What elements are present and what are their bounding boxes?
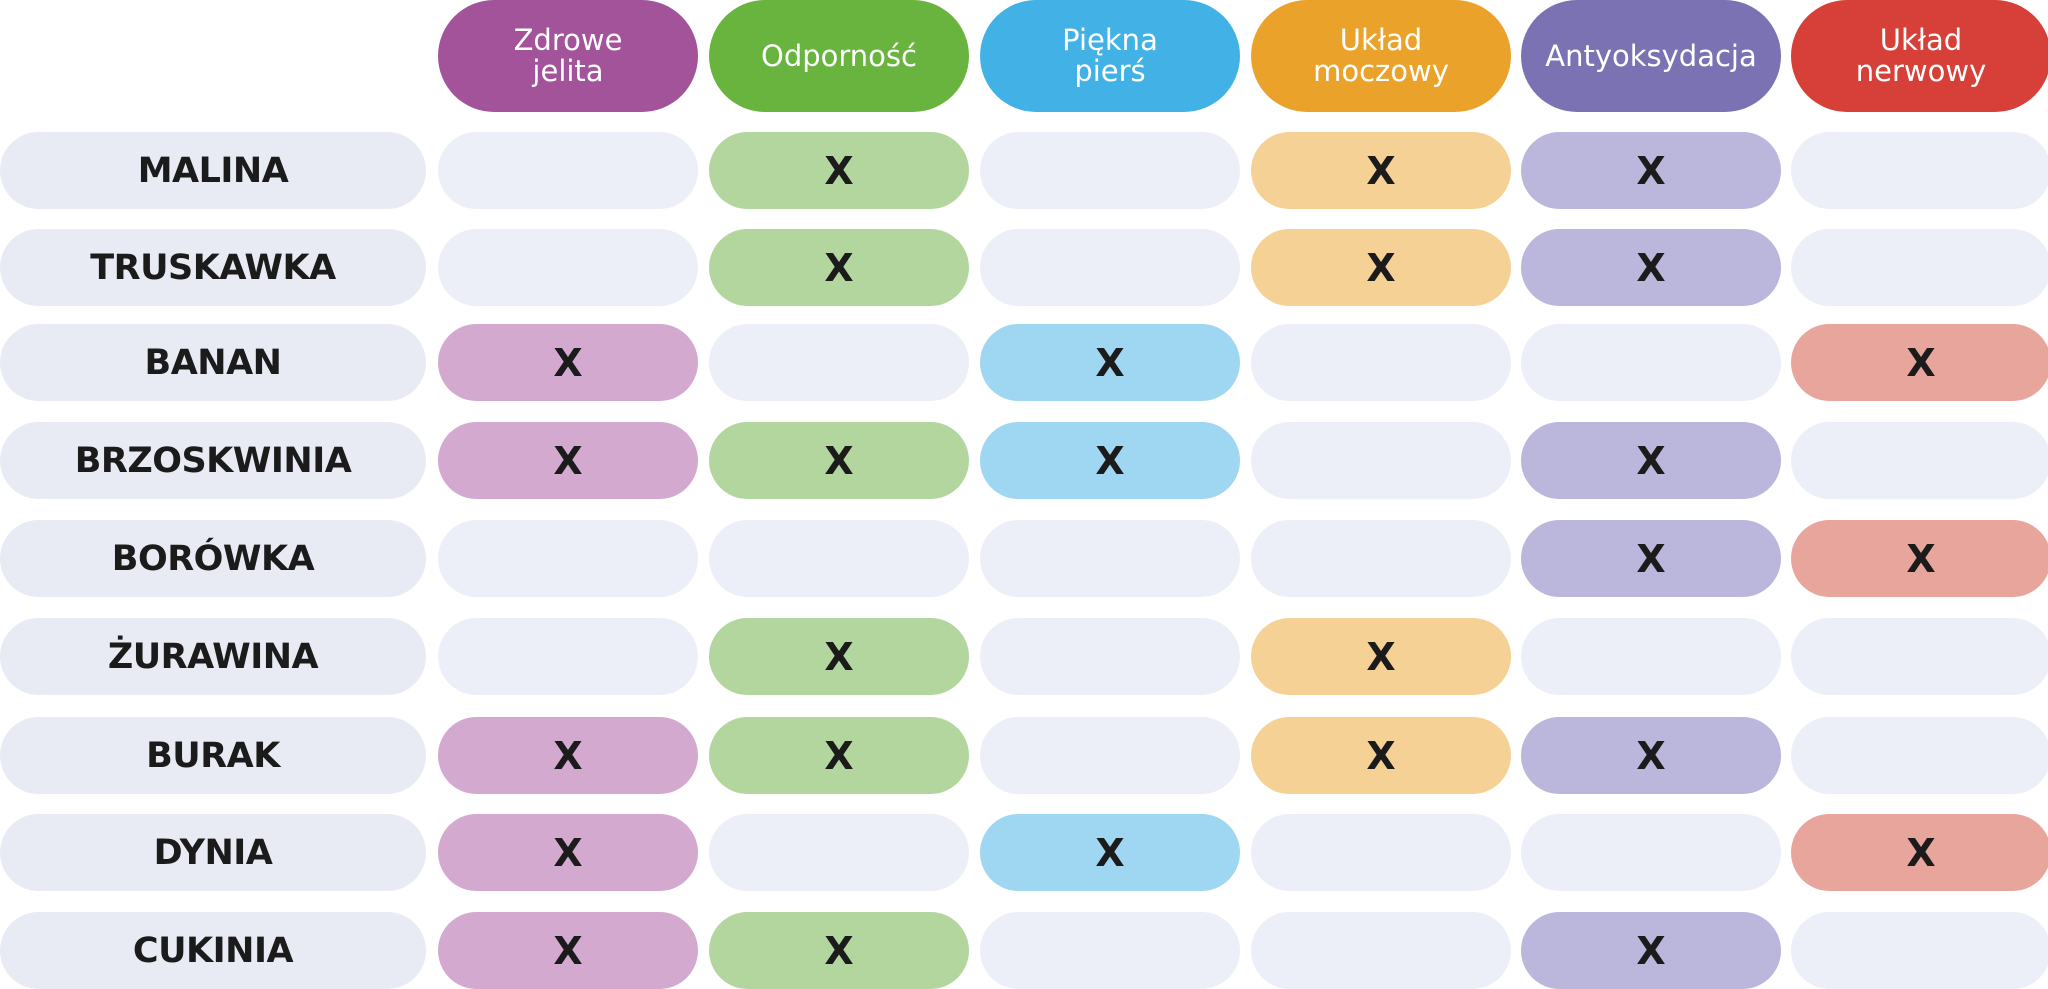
column-header-odpornosc: Odporność [709,0,969,112]
cell-marked: X [438,324,698,401]
cell-empty [1251,814,1511,891]
cell-empty [1791,717,2048,794]
cell-empty [980,717,1240,794]
cell-marked: X [438,814,698,891]
cell-marked: X [1251,717,1511,794]
cell-marked: X [1521,132,1781,209]
cell-empty [438,132,698,209]
cell-empty [1791,132,2048,209]
cell-empty [438,520,698,597]
row-label-malina: MALINA [0,132,426,209]
cell-marked: X [709,912,969,989]
row-label-brzoskwinia: BRZOSKWINIA [0,422,426,499]
cell-marked: X [1521,229,1781,306]
cell-marked: X [709,717,969,794]
cell-empty [980,912,1240,989]
cell-empty [1521,814,1781,891]
cell-marked: X [438,912,698,989]
cell-marked: X [709,229,969,306]
cell-marked: X [1521,520,1781,597]
row-label-banan: BANAN [0,324,426,401]
cell-marked: X [1791,324,2048,401]
column-header-uklad-moczowy: Układ moczowy [1251,0,1511,112]
cell-marked: X [709,132,969,209]
cell-marked: X [980,422,1240,499]
cell-empty [980,618,1240,695]
cell-empty [709,324,969,401]
cell-empty [1791,229,2048,306]
cell-marked: X [1521,422,1781,499]
row-label-borowka: BORÓWKA [0,520,426,597]
column-header-piekna-piers: Piękna pierś [980,0,1240,112]
cell-marked: X [980,324,1240,401]
cell-marked: X [1521,717,1781,794]
cell-empty [709,814,969,891]
cell-marked: X [980,814,1240,891]
cell-marked: X [1251,229,1511,306]
row-label-truskawka: TRUSKAWKA [0,229,426,306]
column-header-antyoksydacja: Antyoksydacja [1521,0,1781,112]
cell-marked: X [1251,132,1511,209]
cell-marked: X [1791,814,2048,891]
cell-empty [1791,912,2048,989]
cell-empty [709,520,969,597]
cell-empty [980,132,1240,209]
row-label-burak: BURAK [0,717,426,794]
row-label-cukinia: CUKINIA [0,912,426,989]
cell-marked: X [1521,912,1781,989]
column-header-uklad-nerwowy: Układ nerwowy [1791,0,2048,112]
cell-marked: X [709,422,969,499]
cell-empty [1791,422,2048,499]
cell-empty [1251,520,1511,597]
row-label-zurawina: ŻURAWINA [0,618,426,695]
cell-marked: X [438,717,698,794]
cell-marked: X [1791,520,2048,597]
row-label-dynia: DYNIA [0,814,426,891]
cell-empty [1521,324,1781,401]
cell-empty [1521,618,1781,695]
cell-empty [438,618,698,695]
cell-empty [1251,912,1511,989]
cell-marked: X [709,618,969,695]
cell-empty [438,229,698,306]
cell-marked: X [438,422,698,499]
cell-empty [980,520,1240,597]
cell-marked: X [1251,618,1511,695]
cell-empty [1251,324,1511,401]
column-header-zdrowe-jelita: Zdrowe jelita [438,0,698,112]
cell-empty [1251,422,1511,499]
cell-empty [980,229,1240,306]
cell-empty [1791,618,2048,695]
